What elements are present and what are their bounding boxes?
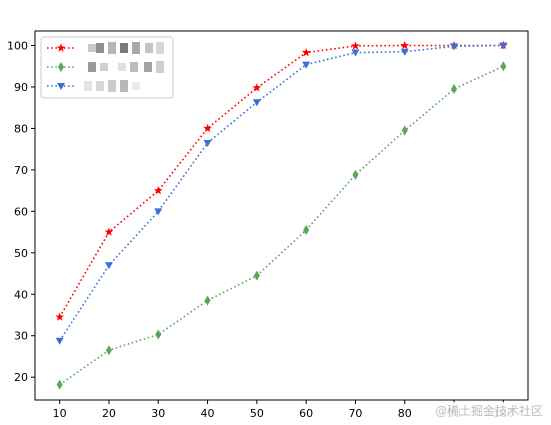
x-tick-label: 70	[348, 407, 362, 420]
series-1-point	[252, 83, 262, 92]
series-1-point	[153, 186, 163, 195]
legend-label-redacted	[88, 42, 164, 54]
legend-marker	[58, 62, 64, 72]
redacted-pixel	[144, 62, 152, 72]
redacted-pixel	[88, 62, 96, 72]
y-tick-label: 40	[14, 288, 28, 301]
series-2-point	[253, 270, 260, 281]
series-1-point	[351, 41, 360, 50]
redacted-pixel	[118, 63, 126, 71]
x-tick-label: 60	[299, 407, 313, 420]
series-2-point	[204, 295, 211, 306]
x-tick-label: 40	[201, 407, 215, 420]
redacted-pixel	[132, 42, 140, 54]
redacted-pixel	[100, 63, 108, 71]
redacted-pixel	[108, 80, 116, 92]
legend-item-1	[47, 42, 164, 54]
series-3-point	[499, 42, 508, 50]
series-2-point	[401, 125, 408, 136]
y-tick-label: 30	[14, 330, 28, 343]
y-tick-label: 100	[7, 40, 28, 53]
series-3-point	[400, 48, 409, 56]
x-tick-label: 50	[250, 407, 264, 420]
redacted-pixel	[108, 42, 116, 54]
x-tick-label: 10	[53, 407, 67, 420]
series-3-line	[59, 44, 504, 342]
series-3-point	[450, 43, 459, 51]
legend	[40, 36, 174, 99]
series-3-point	[154, 208, 163, 216]
series-3-point	[252, 99, 261, 107]
legend-label-redacted	[84, 80, 140, 92]
axes-frame	[34, 30, 529, 401]
series-1-point	[400, 40, 410, 50]
x-tick-label: 30	[151, 407, 165, 420]
series-1-point	[203, 123, 212, 133]
y-tick-label: 60	[14, 205, 28, 218]
redacted-pixel	[156, 61, 164, 73]
series-1-point	[55, 312, 65, 321]
y-tick-label: 20	[14, 371, 28, 384]
y-tick-label: 90	[14, 81, 28, 94]
watermark: @稀土掘金技术社区	[432, 402, 545, 419]
redacted-pixel	[130, 62, 138, 72]
series-3-point	[55, 337, 64, 345]
redacted-pixel	[132, 82, 140, 90]
series-2-point	[155, 329, 162, 340]
y-tick-label: 50	[14, 247, 28, 260]
series-2-line	[59, 65, 504, 386]
series-2	[56, 61, 507, 390]
series-1-line	[59, 44, 504, 318]
plot-area	[55, 40, 508, 390]
series-3-point	[104, 262, 113, 270]
y-tick-label: 80	[14, 122, 28, 135]
series-3-point	[302, 61, 311, 69]
series-2-point	[303, 225, 310, 236]
series-3-point	[351, 49, 360, 57]
series-2-point	[56, 379, 63, 390]
redacted-pixel	[88, 44, 96, 52]
legend-marker	[56, 43, 66, 52]
legend-item-3	[47, 80, 140, 92]
series-2-point	[352, 169, 359, 180]
series-2-point	[451, 84, 458, 95]
y-tick-label: 70	[14, 164, 28, 177]
y-axis: 20 30 40 50 60 70 80 90 100	[7, 40, 35, 384]
legend-marker	[57, 83, 65, 90]
redacted-pixel	[145, 43, 153, 53]
redacted-pixel	[84, 81, 92, 91]
series-2-point	[105, 345, 112, 356]
legend-item-2	[47, 61, 164, 73]
redacted-pixel	[120, 80, 128, 92]
series-2-point	[500, 61, 507, 72]
series-1-point	[301, 47, 311, 57]
redacted-pixel	[156, 42, 164, 54]
series-3-point	[203, 139, 212, 147]
x-tick-label: 80	[398, 407, 412, 420]
legend-label-redacted	[88, 61, 164, 73]
series-1-point	[104, 227, 114, 236]
series-3	[55, 42, 508, 345]
redacted-pixel	[96, 43, 104, 53]
redacted-pixel	[96, 81, 104, 91]
redacted-pixel	[120, 43, 128, 53]
x-tick-label: 20	[102, 407, 116, 420]
